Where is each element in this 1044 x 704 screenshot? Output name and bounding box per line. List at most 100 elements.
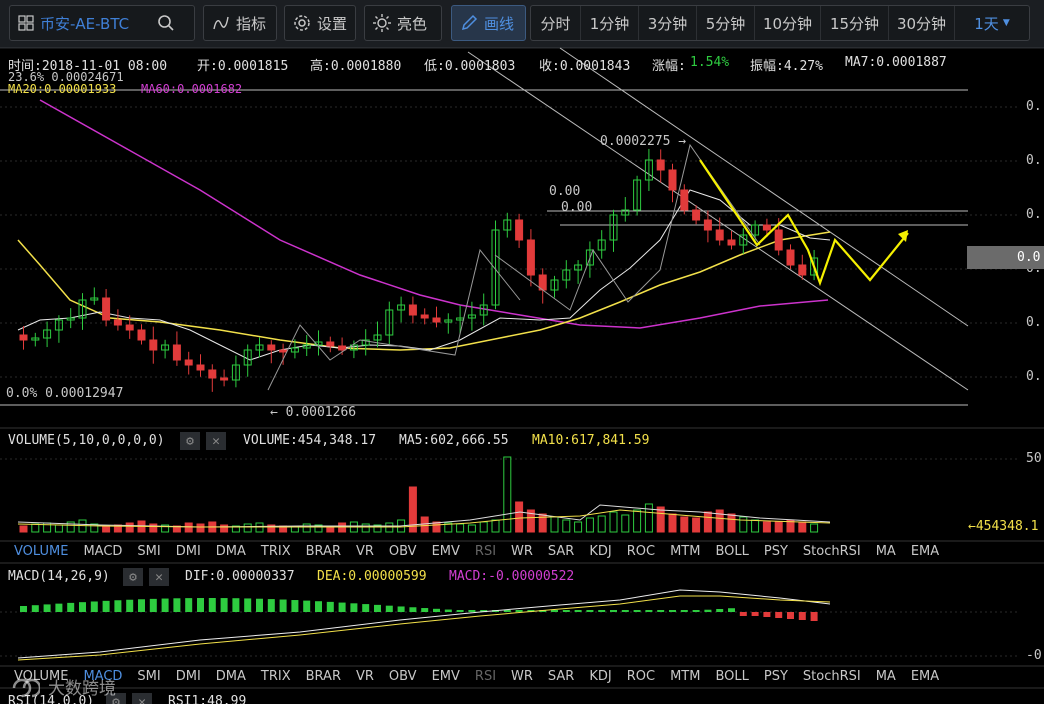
indicator-tab-ma[interactable]: MA bbox=[875, 669, 896, 684]
volume-bar bbox=[550, 516, 559, 533]
volume-bar bbox=[668, 513, 677, 533]
volume-bar bbox=[444, 522, 453, 533]
indicator-tab-obv[interactable]: OBV bbox=[388, 544, 417, 559]
indicator-tab-mtm[interactable]: MTM bbox=[670, 669, 701, 684]
indicator-tab-boll[interactable]: BOLL bbox=[715, 669, 749, 684]
rsi-settings-icon[interactable]: ⚙ bbox=[106, 693, 126, 704]
indicator-tab-brar[interactable]: BRAR bbox=[305, 669, 341, 684]
indicator-tab-smi[interactable]: SMI bbox=[137, 544, 161, 559]
volume-bar bbox=[585, 517, 594, 533]
indicator-tab-boll[interactable]: BOLL bbox=[715, 544, 749, 559]
macd-bar bbox=[197, 598, 204, 612]
indicator-tab-wr[interactable]: WR bbox=[511, 544, 533, 559]
indicator-tab-macd[interactable]: MACD bbox=[83, 669, 123, 684]
interval-tab[interactable]: 30分钟 bbox=[889, 6, 955, 40]
interval-tab[interactable]: 分时 bbox=[531, 6, 581, 40]
indicator-tab-kdj[interactable]: KDJ bbox=[589, 544, 612, 559]
candle-body bbox=[349, 344, 358, 351]
candle-body bbox=[255, 344, 264, 351]
interval-tab[interactable]: 1分钟 bbox=[581, 6, 639, 40]
candle-body bbox=[739, 234, 748, 246]
indicator-tab-trix[interactable]: TRIX bbox=[260, 669, 291, 684]
info-open: 开:0.0001815 bbox=[197, 59, 289, 74]
indicator-tab-trix[interactable]: TRIX bbox=[260, 544, 291, 559]
macd-bar bbox=[126, 599, 134, 612]
candle-body bbox=[762, 224, 771, 231]
macd-close-icon[interactable]: ✕ bbox=[149, 568, 169, 586]
symbol-label: 币安-AE-BTC bbox=[40, 14, 130, 33]
indicator-tab-roc[interactable]: ROC bbox=[626, 669, 656, 684]
indicator-tab-smi[interactable]: SMI bbox=[137, 669, 161, 684]
interval-tab[interactable]: 15分钟 bbox=[821, 6, 889, 40]
candle-body bbox=[373, 334, 382, 341]
candle-body bbox=[644, 159, 653, 181]
rsi-close-icon[interactable]: ✕ bbox=[132, 693, 152, 704]
indicator-tab-stochrsi[interactable]: StochRSI bbox=[802, 669, 861, 684]
interval-tab-active[interactable]: 1天 ▼ bbox=[974, 14, 1010, 33]
volume-bar bbox=[715, 509, 724, 533]
dea-line bbox=[17, 595, 831, 661]
interval-tab[interactable]: 10分钟 bbox=[755, 6, 821, 40]
search-icon[interactable] bbox=[157, 14, 175, 32]
indicator-tab-sar[interactable]: SAR bbox=[547, 669, 575, 684]
indicator-tab-vr[interactable]: VR bbox=[355, 669, 374, 684]
indicator-tab-emv[interactable]: EMV bbox=[431, 544, 460, 559]
indicators-button[interactable]: 指标 bbox=[203, 5, 277, 41]
price-axis-label: 0. bbox=[1026, 369, 1042, 384]
indicator-tab-kdj[interactable]: KDJ bbox=[589, 669, 612, 684]
candle-body bbox=[609, 214, 618, 241]
indicator-tab-psy[interactable]: PSY bbox=[763, 669, 788, 684]
settings-label: 设置 bbox=[317, 14, 348, 33]
zigzag-drawing bbox=[267, 248, 521, 391]
macd-bar bbox=[43, 604, 51, 612]
indicator-tab-dmi[interactable]: DMI bbox=[175, 669, 201, 684]
indicator-tab-ema[interactable]: EMA bbox=[910, 669, 940, 684]
indicator-tab-psy[interactable]: PSY bbox=[763, 544, 788, 559]
macd-settings-icon[interactable]: ⚙ bbox=[123, 568, 143, 586]
macd-bar bbox=[739, 612, 747, 616]
macd-bar bbox=[20, 606, 27, 612]
indicator-tab-ema[interactable]: EMA bbox=[910, 544, 940, 559]
indicator-tab-stochrsi[interactable]: StochRSI bbox=[802, 544, 861, 559]
indicator-tab-sar[interactable]: SAR bbox=[547, 544, 575, 559]
symbol-selector[interactable]: 币安-AE-BTC bbox=[9, 5, 195, 41]
volume-close-icon[interactable]: ✕ bbox=[206, 432, 226, 450]
macd-bar bbox=[798, 612, 806, 620]
indicator-tab-brar[interactable]: BRAR bbox=[305, 544, 341, 559]
candle-body bbox=[633, 179, 642, 211]
volume-ma5: MA5:602,666.55 bbox=[399, 433, 509, 448]
indicator-tab-volume[interactable]: VOLUME bbox=[14, 544, 69, 559]
macd-bar bbox=[574, 610, 582, 612]
price-axis-label: 0. bbox=[1026, 207, 1042, 222]
candle-body bbox=[385, 309, 394, 336]
candle-body bbox=[161, 344, 170, 351]
indicator-tab-dma[interactable]: DMA bbox=[215, 669, 246, 684]
volume-bar bbox=[196, 523, 205, 533]
settings-button[interactable]: 设置 bbox=[284, 5, 356, 41]
indicator-tab-rsi[interactable]: RSI bbox=[474, 544, 497, 559]
indicator-tab-vr[interactable]: VR bbox=[355, 544, 374, 559]
indicator-tab-mtm[interactable]: MTM bbox=[670, 544, 701, 559]
volume-bar bbox=[491, 519, 500, 533]
indicator-tab-rsi[interactable]: RSI bbox=[474, 669, 497, 684]
indicator-tab-obv[interactable]: OBV bbox=[388, 669, 417, 684]
draw-button[interactable]: 画线 bbox=[451, 5, 526, 41]
macd-bar bbox=[716, 608, 724, 612]
volume-settings-icon[interactable]: ⚙ bbox=[180, 432, 200, 450]
candle-body bbox=[196, 364, 205, 371]
indicator-tab-wr[interactable]: WR bbox=[511, 669, 533, 684]
interval-tab[interactable]: 3分钟 bbox=[639, 6, 697, 40]
macd-bar bbox=[55, 603, 63, 612]
interval-tab[interactable]: 5分钟 bbox=[697, 6, 755, 40]
volume-bar bbox=[90, 523, 99, 533]
indicator-tab-emv[interactable]: EMV bbox=[431, 669, 460, 684]
candle-body bbox=[774, 229, 783, 251]
brightness-button[interactable]: 亮色 bbox=[364, 5, 442, 41]
indicator-tab-dma[interactable]: DMA bbox=[215, 544, 246, 559]
indicator-tab-dmi[interactable]: DMI bbox=[175, 544, 201, 559]
indicator-tab-ma[interactable]: MA bbox=[875, 544, 896, 559]
indicator-tab-macd[interactable]: MACD bbox=[83, 544, 123, 559]
candle-body bbox=[585, 249, 594, 266]
indicator-tab-roc[interactable]: ROC bbox=[626, 544, 656, 559]
